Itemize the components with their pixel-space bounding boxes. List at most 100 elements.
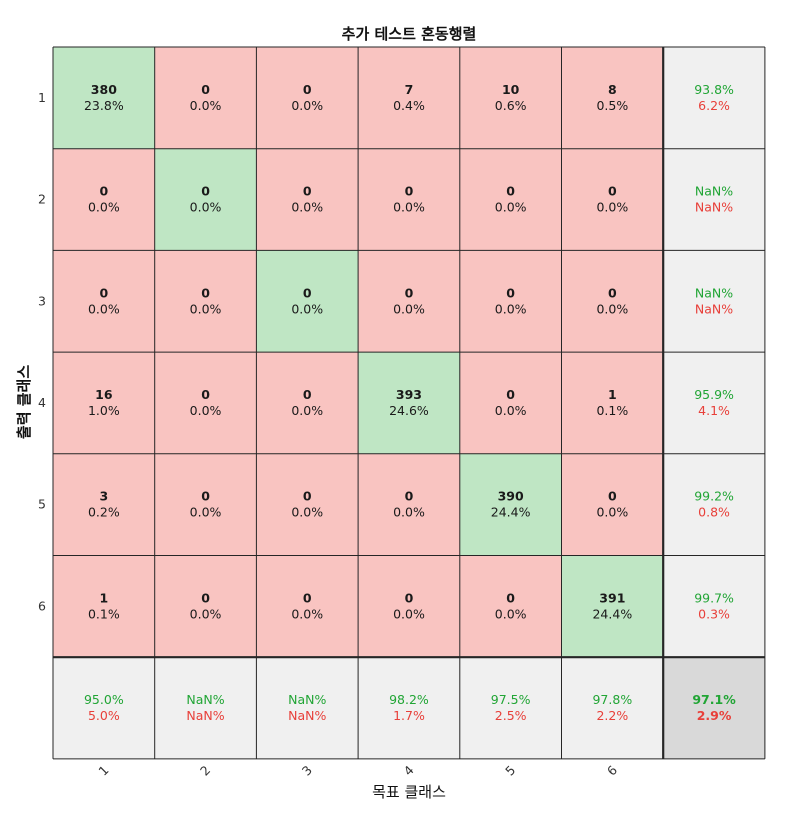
col-summary-6-bottom-label: 2.2% [596,708,628,723]
cell-3-1 [53,250,155,353]
cell-3-1-bottom-label: 0.0% [88,301,120,316]
cell-6-1-top-label: 1 [99,590,108,605]
row-summary-2-bottom-label: NaN% [695,200,733,215]
cell-5-2-bottom-label: 0.0% [190,505,222,520]
chart-title: 추가 테스트 혼동행렬 [342,25,477,43]
cell-6-4 [358,555,460,658]
cell-4-3-bottom-label: 0.0% [291,403,323,418]
cell-1-3-top-label: 0 [303,82,312,97]
cell-2-6-bottom-label: 0.0% [596,200,628,215]
cell-3-5-top-label: 0 [506,285,515,300]
cell-2-1 [53,148,155,251]
cell-1-5-top-label: 10 [502,82,520,97]
cell-1-4-top-label: 7 [405,82,414,97]
cell-3-6-bottom-label: 0.0% [596,301,628,316]
cell-1-1-top-label: 380 [91,82,117,97]
y-tick-label: 1 [38,90,46,105]
cell-2-3-bottom-label: 0.0% [291,200,323,215]
cell-6-5 [459,555,562,658]
cell-2-4-bottom-label: 0.0% [393,200,425,215]
cell-3-3-top-label: 0 [303,285,312,300]
cell-3-2 [154,250,257,353]
cell-3-6-top-label: 0 [608,285,617,300]
cell-4-1 [53,352,155,454]
x-tick-label: 2 [197,762,213,778]
cell-2-4-top-label: 0 [405,184,414,199]
cell-6-4-bottom-label: 0.0% [393,606,425,621]
row-summary-3 [663,250,765,353]
row-summary-1 [663,47,765,149]
col-summary-2 [154,657,257,759]
cell-6-2 [154,555,257,658]
row-summary-2-top-label: NaN% [695,184,733,199]
cell-5-3-bottom-label: 0.0% [291,505,323,520]
row-summary-2 [663,148,765,251]
col-summary-3-bottom-label: NaN% [288,708,326,723]
row-summary-4-bottom-label: 4.1% [698,403,730,418]
col-summary-4-top-label: 98.2% [389,692,429,707]
y-tick-label: 6 [38,598,46,613]
overall-summary-bottom-label: 2.9% [697,708,732,723]
cell-2-1-bottom-label: 0.0% [88,200,120,215]
overall-summary [663,657,765,759]
cell-3-5 [459,250,562,353]
cell-3-5-bottom-label: 0.0% [495,301,527,316]
cell-1-6-bottom-label: 0.5% [596,98,628,113]
col-summary-1-bottom-label: 5.0% [88,708,120,723]
cell-1-1 [53,47,155,149]
cell-3-2-top-label: 0 [201,285,210,300]
row-summary-1-top-label: 93.8% [694,82,734,97]
y-tick-label: 3 [38,293,46,308]
cell-4-5 [459,352,562,454]
cell-5-5-top-label: 390 [498,489,524,504]
row-summary-3-top-label: NaN% [695,285,733,300]
row-summary-5 [663,453,765,556]
cell-5-2-top-label: 0 [201,489,210,504]
cell-6-6 [561,555,664,658]
cell-1-3-bottom-label: 0.0% [291,98,323,113]
cell-4-6 [561,352,664,454]
col-summary-3 [256,657,359,759]
cell-1-5-bottom-label: 0.6% [495,98,527,113]
cell-3-3 [256,250,359,353]
x-tick-label: 4 [400,762,416,778]
cell-3-1-top-label: 0 [99,285,108,300]
cell-1-4-bottom-label: 0.4% [393,98,425,113]
cell-4-2-top-label: 0 [201,387,210,402]
cell-4-6-top-label: 1 [608,387,617,402]
col-summary-1-top-label: 95.0% [84,692,124,707]
cell-1-3 [256,47,359,149]
y-tick-label: 4 [38,395,46,410]
cell-4-5-top-label: 0 [506,387,515,402]
cell-6-1 [53,555,155,658]
cell-6-3 [256,555,359,658]
cell-2-6 [561,148,664,251]
y-axis-label: 출력 클래스 [15,365,33,439]
col-summary-5 [459,657,562,759]
col-summary-6 [561,657,664,759]
cell-4-1-bottom-label: 1.0% [88,403,120,418]
cell-3-3-bottom-label: 0.0% [291,301,323,316]
cell-5-5-bottom-label: 24.4% [491,505,531,520]
cell-5-4-bottom-label: 0.0% [393,505,425,520]
y-tick-label: 2 [38,192,46,207]
cell-5-4-top-label: 0 [405,489,414,504]
cell-5-6-bottom-label: 0.0% [596,505,628,520]
x-tick-label: 6 [604,762,620,778]
cell-5-4 [358,453,460,556]
cell-4-4 [358,352,460,454]
cell-5-1-bottom-label: 0.2% [88,505,120,520]
row-summary-4-top-label: 95.9% [694,387,734,402]
cell-2-2-bottom-label: 0.0% [190,200,222,215]
cell-4-5-bottom-label: 0.0% [495,403,527,418]
cell-2-4 [358,148,460,251]
col-summary-4 [358,657,460,759]
cell-6-6-bottom-label: 24.4% [592,606,632,621]
col-summary-2-top-label: NaN% [186,692,224,707]
cell-3-4-top-label: 0 [405,285,414,300]
cell-6-3-top-label: 0 [303,590,312,605]
col-summary-2-bottom-label: NaN% [186,708,224,723]
cell-2-2 [154,148,257,251]
